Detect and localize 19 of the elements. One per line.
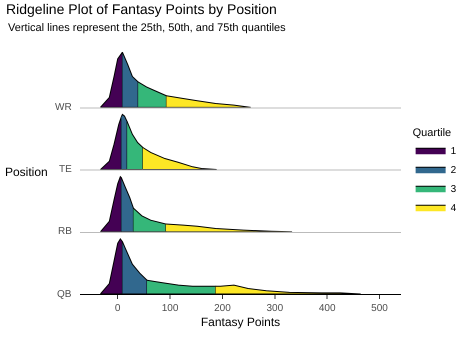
legend-label: 4 — [450, 203, 457, 214]
y-axis-title: WR — [55, 102, 72, 113]
x-tick-label: 300 — [266, 303, 284, 314]
x-tick-label: 100 — [162, 303, 179, 314]
legend-label: 2 — [450, 165, 457, 176]
y-axis-title: RB — [58, 226, 72, 237]
legend-title: Quartile — [412, 126, 452, 139]
chart-title: Ridgeline Plot of Fantasy Points by Position — [6, 0, 277, 17]
x-tick-label: 0 — [114, 303, 121, 314]
x-tick-label: 500 — [371, 303, 388, 314]
x-tick-label: 200 — [214, 303, 232, 314]
legend-label: 1 — [450, 146, 457, 158]
legend-label: 3 — [450, 184, 457, 196]
text: Position — [5, 165, 48, 179]
x-axis-title: Fantasy Points — [200, 314, 280, 329]
y-axis-title: TE — [59, 164, 72, 175]
chart-subtitle: Vertical lines represent the 25th, 50th, and 75th quantiles — [8, 22, 286, 34]
x-tick-label: 400 — [318, 303, 336, 314]
y-axis-title: QB — [57, 289, 72, 300]
